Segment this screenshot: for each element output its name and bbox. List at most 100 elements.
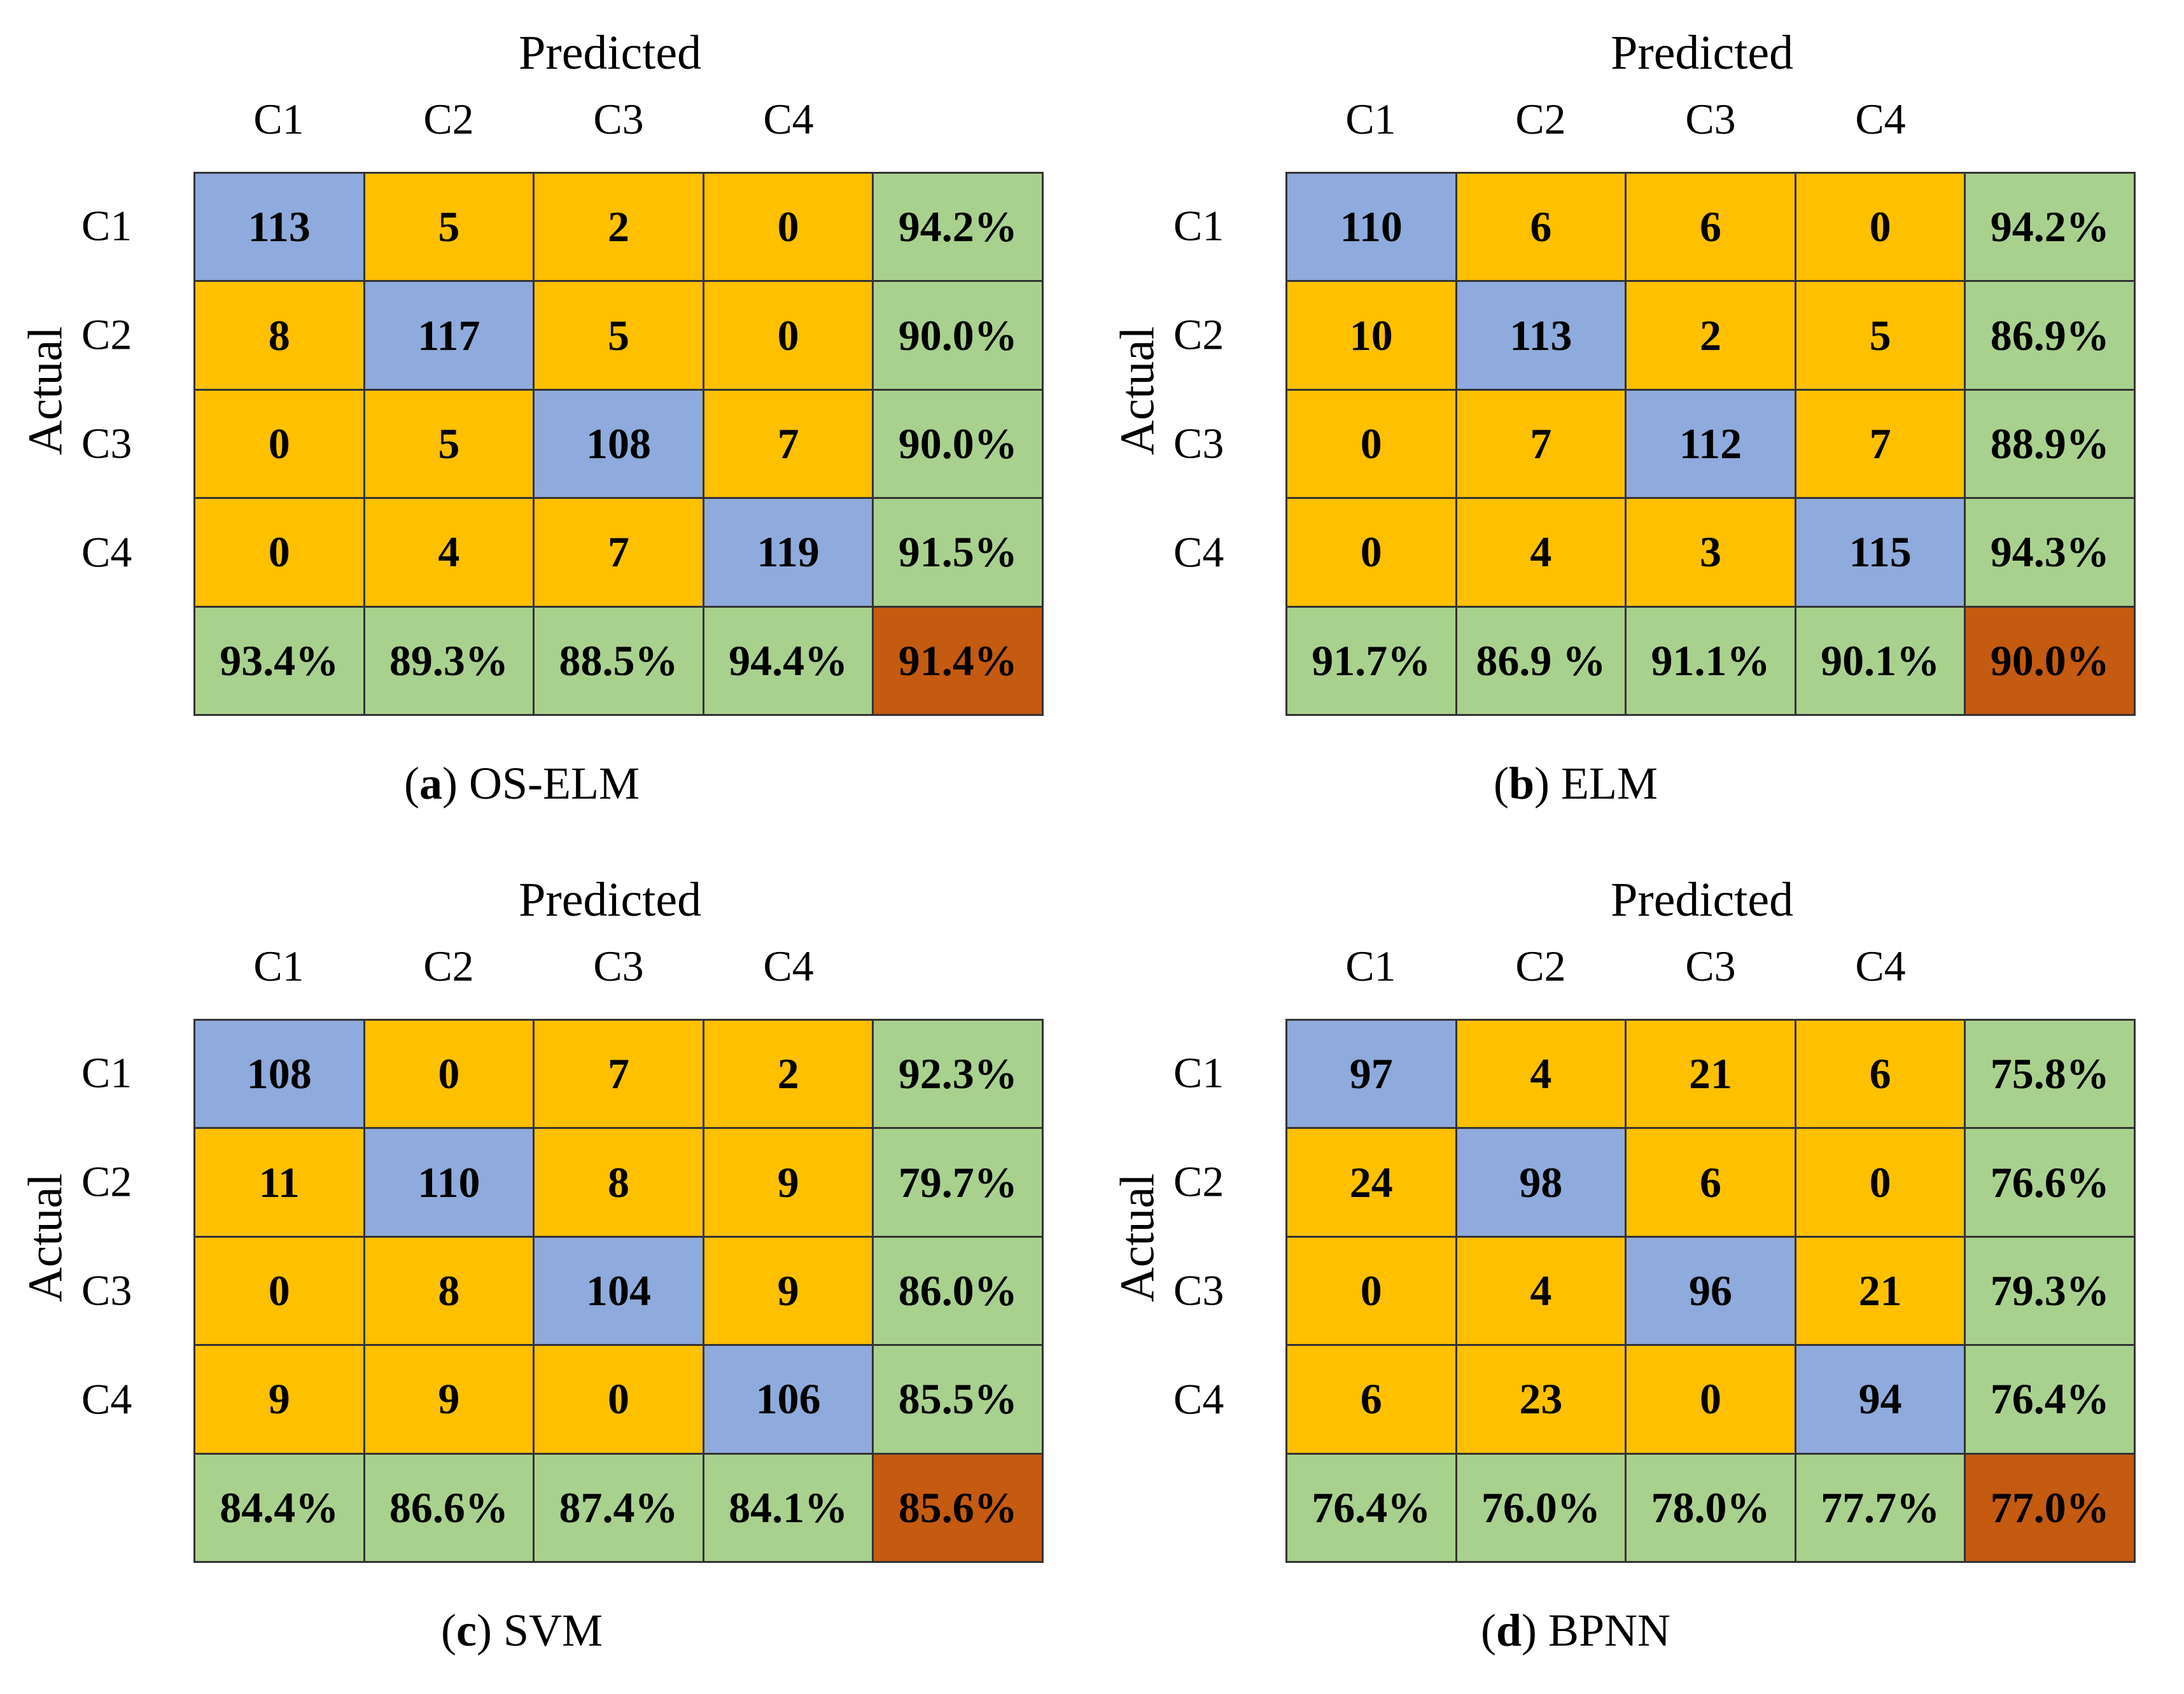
row-accuracy-cell: 76.6% — [1966, 1129, 2136, 1238]
column-accuracy-cell: 91.1% — [1627, 607, 1796, 716]
column-accuracy-cell: 86.6% — [365, 1454, 535, 1563]
matrix-cell-correct: 119 — [704, 499, 874, 608]
panel-caption: (c) SVM — [441, 1605, 603, 1656]
column-label-c1: C1 — [1345, 942, 1396, 990]
matrix-cell-misclassified: 23 — [1457, 1346, 1627, 1455]
row-label-c2: C2 — [1173, 310, 1224, 359]
matrix-cell-misclassified: 0 — [195, 1237, 365, 1347]
row-label-c2: C2 — [81, 310, 132, 359]
row-accuracy-cell: 94.2% — [874, 174, 1044, 283]
predicted-axis-title: Predicted — [1611, 26, 1794, 80]
matrix-cell-correct: 113 — [1457, 282, 1627, 391]
matrix-cell-misclassified: 8 — [365, 1237, 535, 1347]
matrix-cell-misclassified: 8 — [195, 282, 365, 391]
actual-axis-title: Actual — [18, 1173, 73, 1303]
matrix-cell-correct: 110 — [1287, 174, 1457, 283]
row-accuracy-cell: 86.0% — [874, 1237, 1044, 1347]
column-label-c4: C4 — [1855, 95, 1906, 143]
matrix-cell-misclassified: 6 — [1796, 1021, 1966, 1130]
matrix-cell-misclassified: 4 — [1457, 1021, 1627, 1130]
matrix-cell-correct: 108 — [535, 390, 704, 500]
column-label-c4: C4 — [763, 942, 814, 990]
panel-caption-letter: a — [419, 758, 442, 809]
matrix-cell-correct: 117 — [365, 282, 535, 391]
matrix-cell-misclassified: 0 — [1287, 390, 1457, 500]
confusion-matrix-grid: 97 4 21 6 75.8% 24 98 6 0 76.6% 0 4 96 21 79.3% 6 23 0 94 7… — [1285, 1019, 2136, 1563]
confusion-matrix-panel-d: Predicted C1 C2 C3 C4 Actual C1 C2 C3 C4 97 4 21 6 75.… — [1092, 847, 2184, 1694]
matrix-cell-misclassified: 7 — [1796, 390, 1966, 500]
matrix-cell-correct: 113 — [195, 174, 365, 283]
matrix-cell-misclassified: 6 — [1627, 1129, 1796, 1238]
matrix-cell-misclassified: 21 — [1796, 1237, 1966, 1347]
panel-caption-name: OS-ELM — [468, 758, 640, 809]
matrix-cell-correct: 98 — [1457, 1129, 1627, 1238]
row-accuracy-cell: 79.3% — [1966, 1237, 2136, 1347]
column-label-c2: C2 — [1515, 95, 1566, 143]
row-accuracy-cell: 88.9% — [1966, 390, 2136, 500]
column-accuracy-cell: 90.1% — [1796, 607, 1966, 716]
column-accuracy-cell: 91.7% — [1287, 607, 1457, 716]
matrix-cell-correct: 110 — [365, 1129, 535, 1238]
column-label-c4: C4 — [1855, 942, 1906, 990]
column-accuracy-cell: 89.3% — [365, 607, 535, 716]
matrix-cell-misclassified: 6 — [1457, 174, 1627, 283]
matrix-cell-misclassified: 2 — [1627, 282, 1796, 391]
row-label-c1: C1 — [81, 1048, 132, 1097]
matrix-cell-misclassified: 0 — [704, 174, 874, 283]
row-label-c3: C3 — [1173, 419, 1224, 468]
row-accuracy-cell: 90.0% — [874, 390, 1044, 500]
matrix-cell-misclassified: 0 — [365, 1021, 535, 1130]
panel-caption-letter: c — [456, 1605, 477, 1656]
panel-caption-letter: b — [1508, 758, 1535, 809]
matrix-cell-misclassified: 0 — [1627, 1346, 1796, 1455]
matrix-cell-misclassified: 0 — [1287, 1237, 1457, 1347]
matrix-cell-misclassified: 0 — [1287, 499, 1457, 608]
confusion-matrix-panel-b: Predicted C1 C2 C3 C4 Actual C1 C2 C3 C4 110 6 6 0 94.… — [1092, 0, 2184, 847]
column-label-c1: C1 — [253, 942, 304, 990]
matrix-cell-misclassified: 0 — [535, 1346, 704, 1455]
matrix-cell-correct: 112 — [1627, 390, 1796, 500]
row-accuracy-cell: 91.5% — [874, 499, 1044, 608]
row-label-c4: C4 — [1173, 528, 1224, 577]
row-accuracy-cell: 90.0% — [874, 282, 1044, 391]
column-accuracy-cell: 84.4% — [195, 1454, 365, 1563]
confusion-matrix-grid: 113 5 2 0 94.2% 8 117 5 0 90.0% 0 5 108 7 90.0% 0 4 7 119 9… — [193, 172, 1044, 716]
matrix-cell-misclassified: 5 — [365, 174, 535, 283]
panel-caption-name: SVM — [503, 1605, 603, 1656]
row-accuracy-cell: 86.9% — [1966, 282, 2136, 391]
column-accuracy-cell: 84.1% — [704, 1454, 874, 1563]
column-label-c3: C3 — [1685, 942, 1736, 990]
column-accuracy-cell: 86.9 % — [1457, 607, 1627, 716]
actual-axis-title: Actual — [1110, 326, 1165, 456]
column-accuracy-cell: 76.0% — [1457, 1454, 1627, 1563]
column-accuracy-cell: 78.0% — [1627, 1454, 1796, 1563]
panel-caption: (a) OS-ELM — [404, 758, 640, 809]
column-accuracy-cell: 76.4% — [1287, 1454, 1457, 1563]
confusion-matrix-panel-a: Predicted C1 C2 C3 C4 Actual C1 C2 C3 C4 113 5 2 0 94.… — [0, 0, 1092, 847]
matrix-cell-misclassified: 0 — [1796, 174, 1966, 283]
column-label-c2: C2 — [423, 942, 474, 990]
confusion-matrix-grid: 110 6 6 0 94.2% 10 113 2 5 86.9% 0 7 112 7 88.9% 0 4 3 115… — [1285, 172, 2136, 716]
column-label-c3: C3 — [593, 942, 644, 990]
column-accuracy-cell: 77.7% — [1796, 1454, 1966, 1563]
panel-caption: (b) ELM — [1494, 758, 1658, 809]
matrix-cell-correct: 94 — [1796, 1346, 1966, 1455]
matrix-cell-misclassified: 4 — [365, 499, 535, 608]
row-label-c3: C3 — [81, 419, 132, 468]
matrix-cell-correct: 108 — [195, 1021, 365, 1130]
predicted-axis-title: Predicted — [1611, 873, 1794, 927]
matrix-cell-misclassified: 7 — [535, 499, 704, 608]
matrix-cell-misclassified: 4 — [1457, 1237, 1627, 1347]
matrix-cell-misclassified: 2 — [704, 1021, 874, 1130]
column-accuracy-cell: 87.4% — [535, 1454, 704, 1563]
actual-axis-title: Actual — [18, 326, 73, 456]
matrix-cell-misclassified: 9 — [195, 1346, 365, 1455]
column-accuracy-cell: 88.5% — [535, 607, 704, 716]
overall-accuracy-cell: 91.4% — [874, 607, 1044, 716]
row-label-c2: C2 — [1173, 1157, 1224, 1206]
matrix-cell-misclassified: 11 — [195, 1129, 365, 1238]
row-label-c3: C3 — [81, 1266, 132, 1315]
panel-caption-name: BPNN — [1548, 1605, 1671, 1656]
column-label-c2: C2 — [423, 95, 474, 143]
matrix-cell-misclassified: 3 — [1627, 499, 1796, 608]
